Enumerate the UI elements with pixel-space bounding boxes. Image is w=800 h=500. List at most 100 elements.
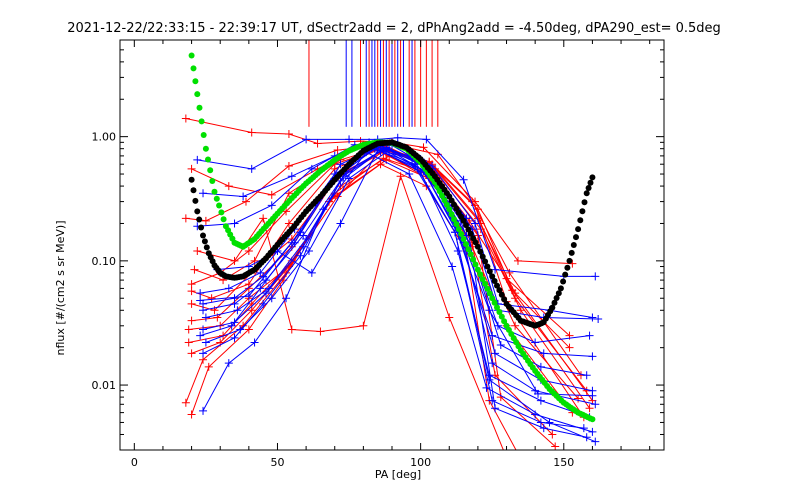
fit-dot-black bbox=[463, 222, 469, 229]
series-line-red bbox=[194, 143, 582, 376]
fit-dot-black bbox=[192, 197, 199, 204]
plus-marker-red bbox=[244, 247, 253, 256]
plus-marker-blue bbox=[230, 219, 239, 228]
fit-dot-black bbox=[194, 208, 201, 215]
plus-marker-blue bbox=[230, 333, 239, 342]
plus-marker-red bbox=[503, 454, 511, 462]
plus-marker-red bbox=[333, 146, 342, 155]
series-line-red bbox=[191, 148, 585, 418]
fit-dot-black bbox=[484, 263, 491, 270]
plus-marker-blue bbox=[247, 164, 256, 173]
fit-dot-green bbox=[213, 195, 220, 202]
fit-dot-black bbox=[553, 295, 560, 301]
fit-dot-black bbox=[579, 208, 586, 215]
plus-marker-red bbox=[187, 299, 196, 308]
plus-marker-blue bbox=[345, 135, 354, 144]
plus-marker-blue bbox=[588, 313, 597, 322]
fit-dot-black bbox=[479, 253, 486, 260]
plus-marker-red bbox=[187, 280, 196, 289]
fit-dot-green bbox=[220, 216, 227, 223]
fit-dot-black bbox=[198, 224, 205, 231]
plus-marker-blue bbox=[594, 315, 603, 324]
plus-marker-blue bbox=[488, 359, 497, 368]
fit-dot-green bbox=[453, 221, 460, 228]
plus-marker-blue bbox=[448, 262, 457, 271]
plus-marker-blue bbox=[545, 418, 554, 427]
fit-dot-black bbox=[566, 257, 573, 264]
plus-marker-blue bbox=[199, 349, 208, 358]
fit-dot-green bbox=[198, 118, 205, 125]
plus-marker-blue bbox=[422, 135, 431, 144]
fit-dot-green bbox=[443, 201, 450, 208]
plus-marker-red bbox=[181, 114, 190, 123]
fit-dot-black bbox=[501, 296, 508, 303]
fit-dot-green bbox=[474, 266, 481, 273]
plus-marker-red bbox=[585, 404, 594, 413]
fit-dot-green bbox=[482, 280, 489, 287]
fit-dot-green bbox=[455, 226, 462, 233]
chart-title: 2021-12-22/22:33:15 - 22:39:17 UT, dSect… bbox=[67, 21, 721, 36]
plus-marker-red bbox=[551, 442, 560, 450]
plus-marker-blue bbox=[531, 338, 540, 347]
fit-dot-black bbox=[196, 216, 203, 223]
plus-marker-blue bbox=[244, 292, 253, 301]
axis-ticks: 0 50 100 150 0.01 0.10 1.00 bbox=[92, 39, 664, 469]
x-tick-label: 0 bbox=[131, 456, 138, 469]
plus-marker-red bbox=[187, 349, 196, 358]
fit-dot-black bbox=[557, 285, 564, 292]
plus-marker-red bbox=[244, 325, 253, 334]
plus-marker-blue bbox=[193, 155, 202, 164]
plot-area bbox=[181, 40, 603, 464]
plus-marker-red bbox=[396, 172, 405, 181]
plus-marker-red bbox=[502, 274, 511, 283]
fit-dot-black bbox=[577, 217, 584, 224]
plus-marker-blue bbox=[287, 172, 296, 181]
plus-marker-blue bbox=[296, 251, 305, 260]
fit-dot-green bbox=[467, 251, 474, 258]
plus-marker-red bbox=[204, 362, 213, 371]
plus-marker-red bbox=[190, 265, 199, 274]
plus-marker-blue bbox=[485, 306, 494, 315]
series-line-red bbox=[191, 149, 591, 409]
plus-marker-blue bbox=[336, 160, 345, 169]
plus-marker-red bbox=[187, 316, 196, 325]
fit-dot-green bbox=[470, 256, 477, 263]
fit-dot-green bbox=[472, 261, 479, 268]
plus-marker-blue bbox=[496, 341, 505, 350]
plus-marker-red bbox=[511, 321, 520, 330]
plus-marker-blue bbox=[336, 219, 345, 228]
plus-marker-blue bbox=[591, 437, 600, 446]
plus-marker-blue bbox=[267, 294, 276, 303]
plus-marker-blue bbox=[199, 406, 208, 415]
plus-marker-red bbox=[287, 325, 296, 334]
fit-dot-black bbox=[551, 299, 558, 306]
plus-marker-red bbox=[284, 162, 293, 171]
series-line-blue bbox=[200, 148, 593, 397]
plus-marker-red bbox=[187, 410, 196, 419]
fit-dot-green bbox=[202, 145, 209, 152]
plus-marker-blue bbox=[302, 135, 311, 144]
plus-marker-blue bbox=[201, 313, 210, 322]
plus-marker-red bbox=[224, 182, 233, 191]
plus-marker-blue bbox=[591, 272, 600, 281]
series-line-red bbox=[191, 157, 556, 447]
plus-marker-blue bbox=[536, 362, 545, 371]
plus-marker-blue bbox=[262, 276, 271, 285]
plus-marker-blue bbox=[299, 231, 308, 240]
plus-marker-blue bbox=[471, 219, 480, 228]
fit-dot-green bbox=[207, 167, 214, 174]
fit-dot-green bbox=[209, 178, 216, 184]
plus-marker-blue bbox=[199, 325, 208, 334]
fit-dot-black bbox=[564, 264, 571, 271]
fit-dot-green bbox=[477, 271, 484, 278]
fit-dot-black bbox=[203, 244, 210, 251]
plus-marker-red bbox=[574, 456, 582, 464]
plus-marker-blue bbox=[539, 349, 548, 358]
plus-marker-red bbox=[267, 190, 276, 199]
plus-marker-red bbox=[517, 449, 519, 450]
plus-marker-blue bbox=[233, 306, 242, 315]
plus-marker-red bbox=[247, 128, 256, 137]
fit-dot-black bbox=[573, 234, 579, 241]
series-line-blue bbox=[200, 146, 590, 344]
plus-marker-red bbox=[201, 216, 210, 225]
